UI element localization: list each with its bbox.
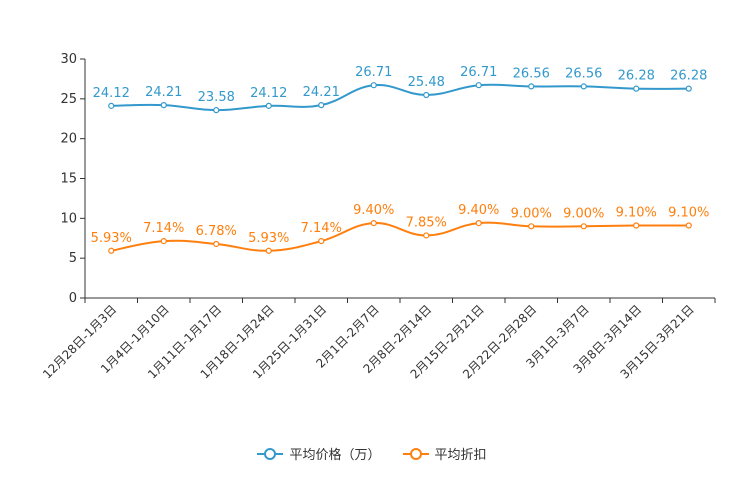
data-label-discount: 9.00% — [511, 206, 552, 221]
legend: 平均价格（万） 平均折扣 — [0, 444, 744, 463]
y-tick-label: 15 — [60, 172, 77, 187]
data-label-price: 24.21 — [303, 85, 340, 100]
data-point-price — [528, 83, 535, 90]
data-point-price — [475, 82, 482, 89]
data-point-price — [318, 102, 325, 109]
data-label-price: 26.56 — [513, 66, 550, 81]
data-point-discount — [633, 222, 640, 229]
series-line-price — [111, 83, 689, 112]
data-label-price: 24.21 — [145, 85, 182, 100]
legend-discount-marker-icon — [402, 447, 429, 461]
data-label-price: 26.56 — [565, 66, 602, 81]
y-tick-label: 20 — [60, 132, 77, 147]
data-point-price — [370, 82, 377, 89]
data-point-price — [580, 83, 587, 90]
data-label-discount: 9.40% — [353, 203, 394, 218]
data-label-discount: 5.93% — [91, 231, 132, 246]
data-label-price: 26.71 — [460, 65, 497, 80]
data-label-price: 26.71 — [355, 65, 392, 80]
data-label-discount: 9.00% — [563, 206, 604, 221]
legend-price-label: 平均价格（万） — [289, 448, 381, 463]
data-label-discount: 9.10% — [616, 206, 657, 221]
data-label-price: 24.12 — [93, 86, 130, 101]
data-point-discount — [423, 232, 430, 239]
data-label-discount: 9.10% — [668, 206, 709, 221]
data-point-discount — [370, 220, 377, 227]
legend-item-discount[interactable]: 平均折扣 — [402, 444, 487, 463]
data-point-discount — [108, 247, 115, 254]
data-label-discount: 7.85% — [406, 215, 447, 230]
data-label-price: 23.58 — [198, 90, 235, 105]
data-label-discount: 7.14% — [301, 221, 342, 236]
data-point-discount — [475, 220, 482, 227]
data-point-price — [685, 85, 692, 92]
data-label-discount: 7.14% — [143, 221, 184, 236]
line-chart: 05101520253012月28日-1月3日1月4日-1月10日1月11日-1… — [40, 52, 716, 382]
y-tick-label: 0 — [69, 291, 77, 306]
data-point-discount — [318, 238, 325, 245]
data-label-price: 26.28 — [618, 69, 655, 84]
series-line-discount — [111, 221, 689, 252]
data-point-discount — [528, 223, 535, 230]
data-label-discount: 9.40% — [458, 203, 499, 218]
data-point-discount — [265, 247, 272, 254]
y-tick-label: 10 — [60, 211, 77, 226]
y-tick-label: 30 — [60, 52, 77, 67]
data-point-discount — [213, 240, 220, 248]
data-point-discount — [160, 238, 167, 245]
data-point-price — [423, 91, 430, 99]
data-label-price: 26.28 — [670, 69, 707, 84]
data-label-price: 24.12 — [250, 86, 287, 101]
legend-item-price[interactable]: 平均价格（万） — [257, 444, 381, 463]
data-point-price — [108, 102, 115, 109]
y-tick-label: 25 — [60, 92, 77, 107]
data-label-discount: 5.93% — [248, 231, 289, 246]
legend-price-marker-icon — [257, 447, 284, 461]
data-label-discount: 6.78% — [196, 224, 237, 239]
data-label-price: 25.48 — [408, 75, 445, 90]
data-point-price — [265, 102, 272, 109]
data-point-discount — [685, 222, 692, 229]
legend-discount-label: 平均折扣 — [434, 448, 487, 463]
data-point-price — [633, 85, 640, 92]
data-point-discount — [580, 223, 587, 230]
y-tick-label: 5 — [69, 251, 77, 266]
data-point-price — [213, 107, 220, 114]
data-point-price — [160, 102, 167, 109]
